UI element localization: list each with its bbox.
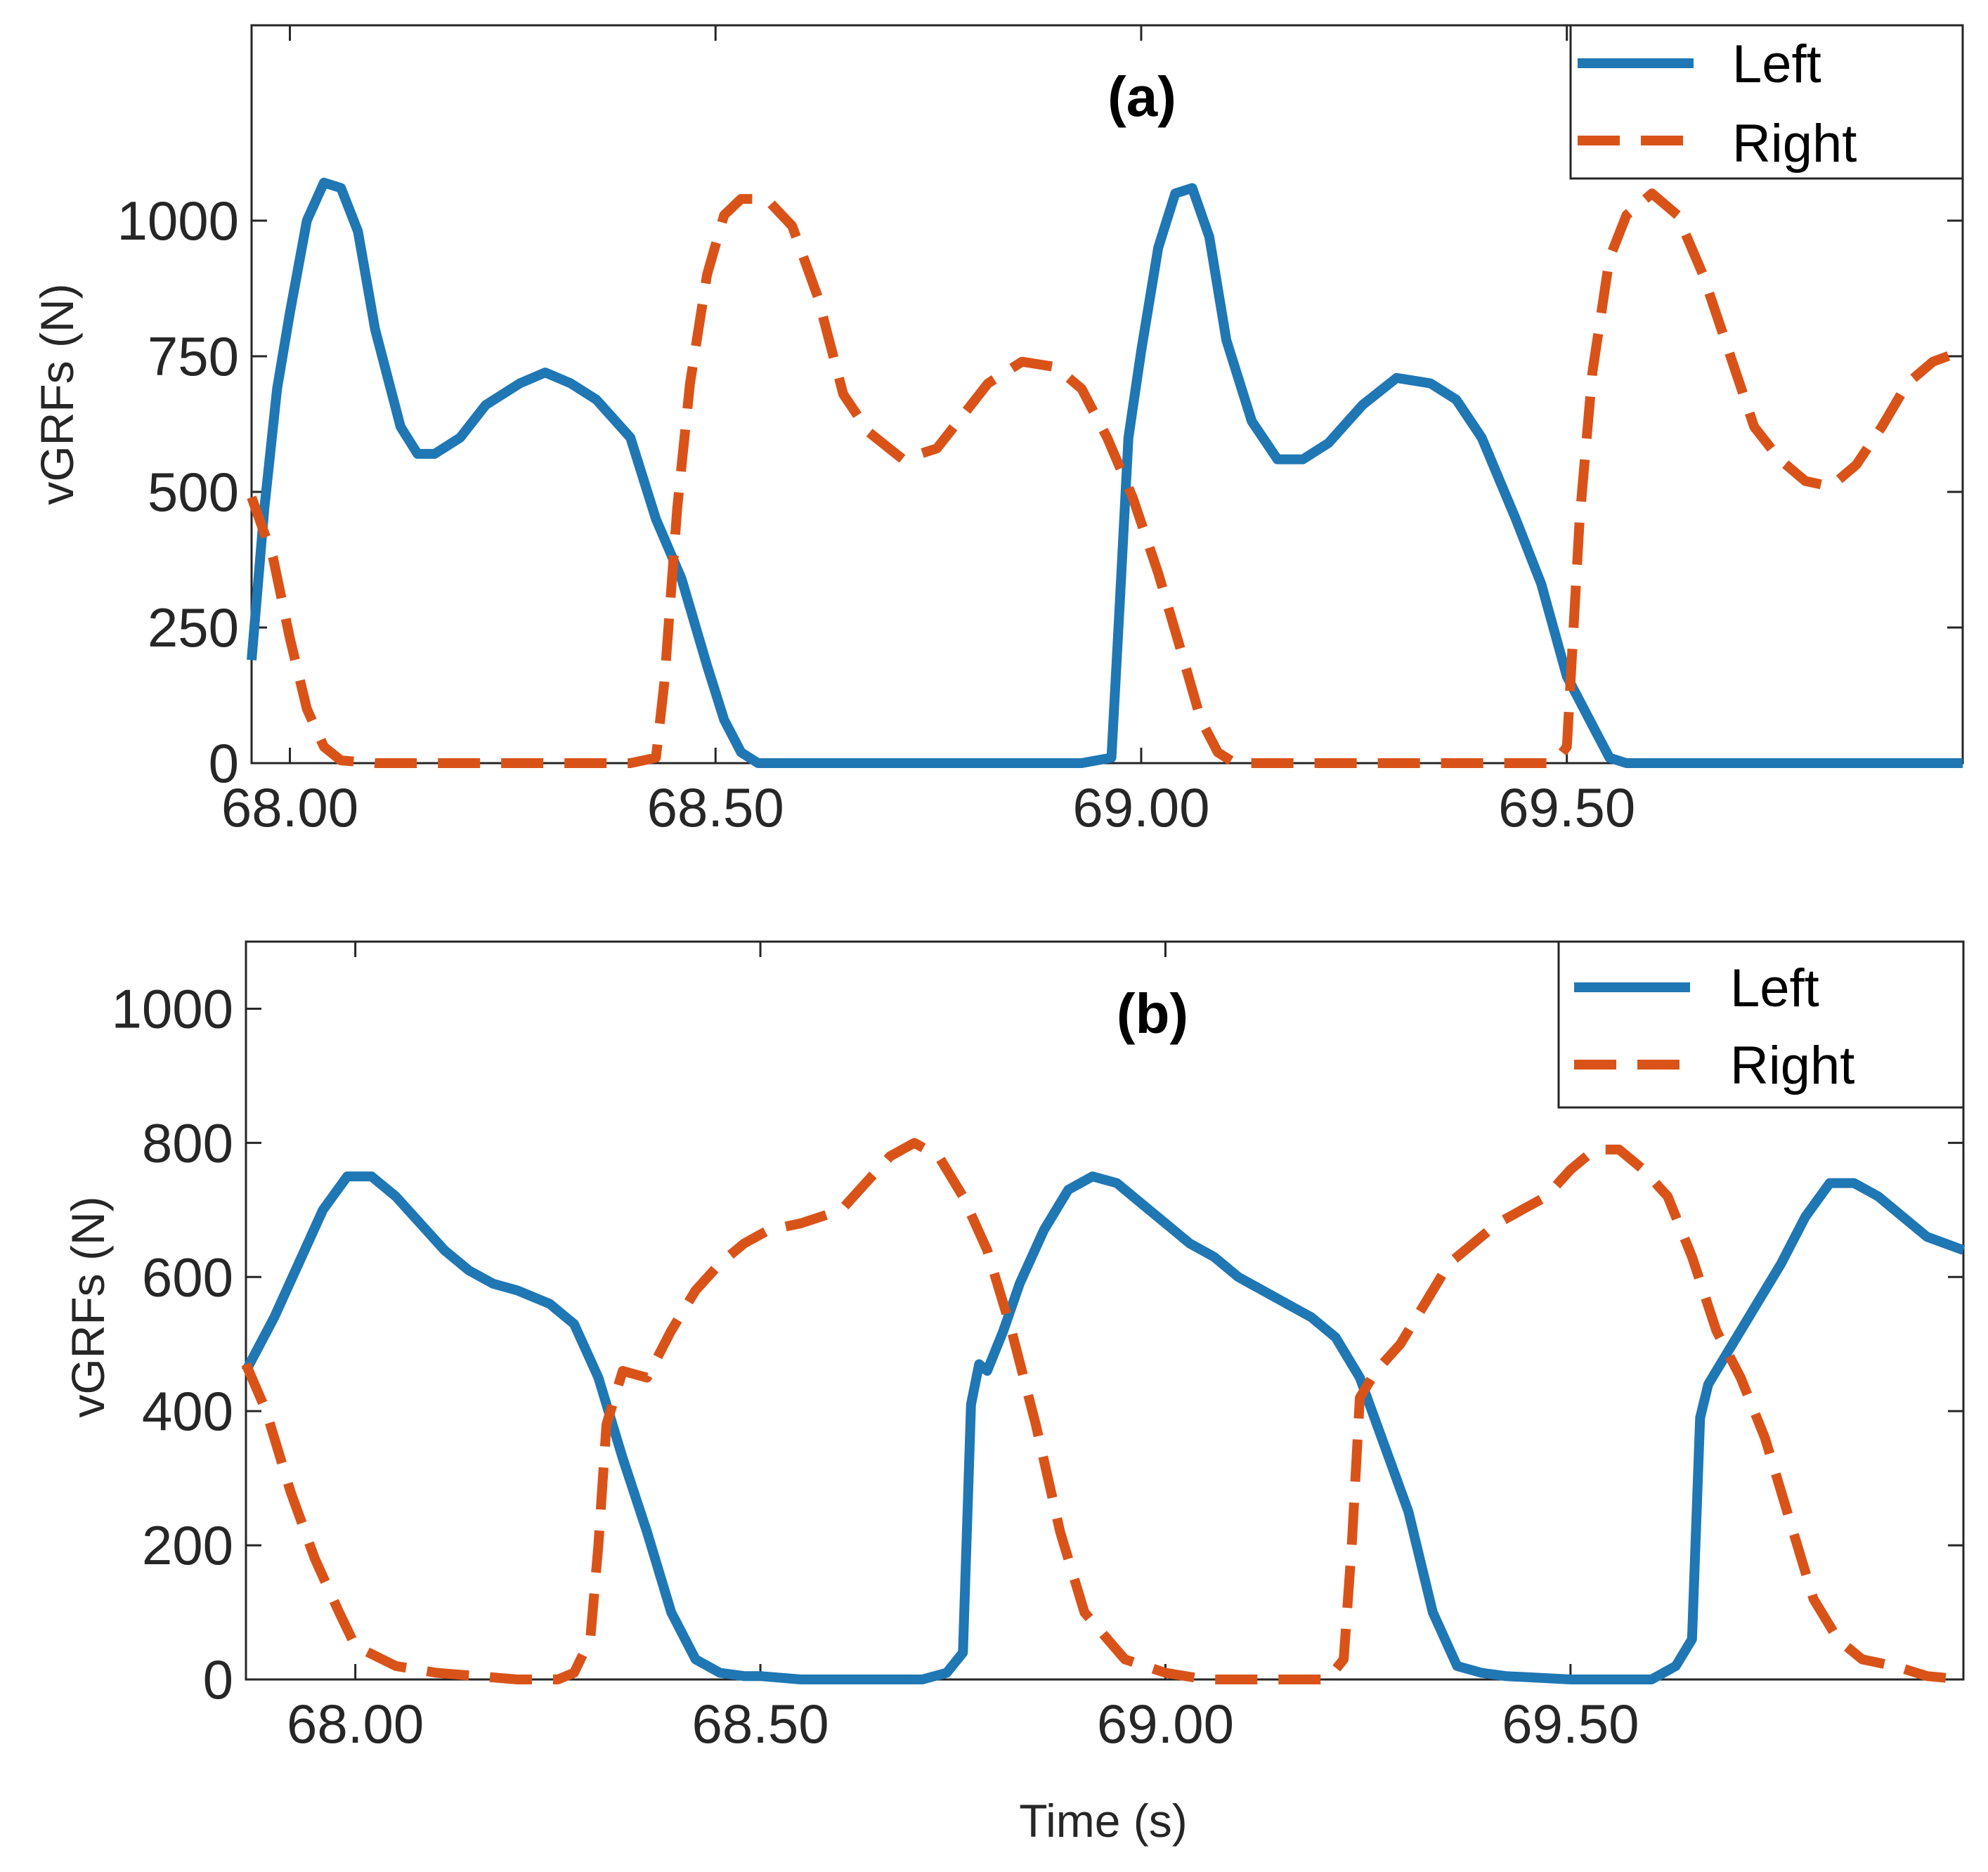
x-tick-label: 69.50 xyxy=(1498,776,1635,838)
series-line-right xyxy=(241,1138,1964,1684)
y-tick-label: 1000 xyxy=(111,977,233,1039)
y-tick-label: 250 xyxy=(148,597,239,658)
y-tick-label: 800 xyxy=(142,1112,233,1174)
legend-label-left: Left xyxy=(1732,34,1821,94)
x-tick-label: 69.50 xyxy=(1502,1693,1639,1755)
x-tick-label: 69.00 xyxy=(1097,1693,1234,1755)
legend-label-right: Right xyxy=(1732,114,1857,174)
y-tick-label: 0 xyxy=(209,732,239,794)
panel-title: (a) xyxy=(1107,65,1176,128)
x-tick-label: 68.00 xyxy=(287,1693,424,1755)
y-tick-label: 1000 xyxy=(117,190,239,252)
y-tick-label: 400 xyxy=(142,1380,233,1442)
legend-box xyxy=(1569,24,1964,180)
legend: Left Right xyxy=(1557,940,1965,1109)
y-tick-label: 0 xyxy=(203,1649,233,1710)
x-tick-label: 68.50 xyxy=(647,776,784,838)
tick-labels: 68.00 68.50 69.00 69.50 0 200 400 600 800 1000 xyxy=(111,977,1639,1755)
x-tick-label: 68.00 xyxy=(221,776,358,838)
series-lines xyxy=(241,1138,1966,1684)
y-axis-label: vGRFs (N) xyxy=(62,1196,114,1417)
x-tick-label: 69.00 xyxy=(1072,776,1209,838)
series-line-left xyxy=(241,1171,1966,1684)
y-tick-label: 200 xyxy=(142,1514,233,1576)
x-tick-label: 68.50 xyxy=(691,1693,829,1755)
series-lines xyxy=(247,177,1965,768)
y-tick-label: 750 xyxy=(148,325,239,387)
chart-panel-b: 68.00 68.50 69.00 69.50 0 200 400 600 800 1000 (b… xyxy=(62,940,1966,1847)
y-tick-label: 500 xyxy=(148,461,239,523)
panel-title: (b) xyxy=(1117,982,1188,1045)
y-tick-label: 600 xyxy=(142,1246,233,1308)
chart-panel-a: 68.00 68.50 69.00 69.50 0 250 500 750 1000 (a) v… xyxy=(31,24,1965,838)
y-axis-label: vGRFs (N) xyxy=(31,283,83,505)
legend-box xyxy=(1557,940,1965,1109)
legend-label-left: Left xyxy=(1730,958,1819,1018)
legend: Left Right xyxy=(1569,24,1964,180)
legend-label-right: Right xyxy=(1730,1036,1854,1096)
series-line-left xyxy=(247,177,1963,768)
tick-labels: 68.00 68.50 69.00 69.50 0 250 500 750 1000 xyxy=(117,190,1635,838)
series-line-right xyxy=(247,188,1965,768)
x-axis-label: Time (s) xyxy=(1019,1795,1188,1847)
